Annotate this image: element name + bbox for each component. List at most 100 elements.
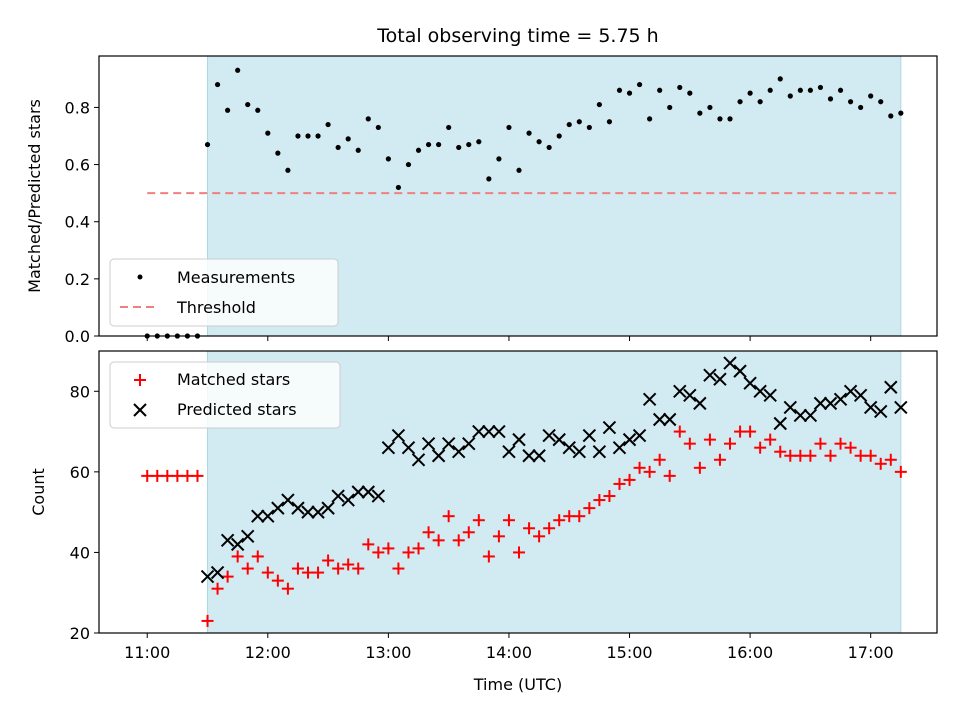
x-diag-b bbox=[210, 565, 225, 580]
x-diag-b bbox=[401, 440, 416, 455]
bottom-predicted-stars-point bbox=[522, 449, 536, 463]
bottom-matched-stars-point bbox=[724, 437, 737, 450]
bottom-matched-stars-point bbox=[513, 546, 526, 559]
top-measurements-point bbox=[375, 124, 381, 131]
x-diag-b bbox=[652, 412, 667, 427]
x-diag-b bbox=[813, 396, 828, 411]
top-measurements-point bbox=[586, 124, 592, 131]
bottom-predicted-stars-point bbox=[341, 493, 355, 507]
bottom-predicted-stars-point bbox=[823, 396, 838, 411]
bottom-matched-stars-point bbox=[543, 522, 556, 535]
bottom-y-axis-label: Count bbox=[29, 468, 48, 516]
bottom-x-tick-label: 13:00 bbox=[365, 643, 411, 662]
top-measurements-point bbox=[847, 99, 854, 105]
x-diag-b bbox=[311, 505, 325, 519]
bottom-matched-stars-point bbox=[462, 526, 475, 539]
bottom-matched-stars-point bbox=[352, 562, 365, 575]
legend-matched-label: Matched stars bbox=[177, 370, 290, 389]
bottom-predicted-stars-point bbox=[894, 400, 908, 415]
top-measurements-point bbox=[576, 119, 582, 125]
bottom-matched-stars-point bbox=[583, 502, 596, 515]
x-diag-b bbox=[743, 376, 757, 390]
x-diag-b bbox=[642, 392, 657, 407]
top-measurements-point bbox=[556, 133, 562, 139]
bottom-predicted-stars-point bbox=[612, 440, 627, 455]
bottom-predicted-stars-point bbox=[462, 436, 476, 451]
bottom-predicted-stars-point bbox=[452, 445, 466, 459]
bottom-predicted-stars-point bbox=[602, 420, 617, 435]
top-measurements-point bbox=[868, 93, 874, 99]
x-diag-b bbox=[341, 493, 355, 507]
top-legend: Measurements Threshold bbox=[109, 258, 339, 327]
bottom-predicted-stars-point bbox=[301, 505, 315, 519]
bottom-predicted-stars-point bbox=[783, 400, 798, 415]
top-measurements-point bbox=[365, 116, 371, 122]
bottom-matched-stars-point bbox=[523, 522, 536, 535]
bottom-matched-stars-point bbox=[884, 453, 897, 466]
bottom-predicted-stars-point bbox=[793, 408, 808, 423]
top-measurements-point bbox=[636, 81, 643, 88]
bottom-matched-stars-point bbox=[734, 425, 747, 438]
bottom-predicted-stars-point bbox=[733, 364, 747, 378]
bottom-predicted-stars-point bbox=[482, 424, 496, 439]
bottom-predicted-stars-point bbox=[411, 453, 426, 467]
x-diag-b bbox=[863, 400, 878, 415]
bottom-predicted-stars-point bbox=[693, 396, 707, 411]
x-diag-b bbox=[482, 424, 496, 439]
bottom-matched-stars-point bbox=[221, 570, 234, 583]
top-measurements-point bbox=[355, 147, 361, 153]
x-diag-b bbox=[240, 529, 255, 544]
top-measurements-point bbox=[436, 141, 442, 148]
x-diag-b bbox=[894, 400, 908, 415]
top-measurements-point bbox=[888, 113, 894, 119]
x-diag-b bbox=[391, 428, 406, 443]
bottom-matched-stars-point bbox=[663, 469, 676, 482]
top-measurements-point bbox=[325, 121, 331, 128]
bottom-y-ticks: 20 40 60 80 bbox=[70, 382, 99, 643]
bottom-matched-stars-point bbox=[613, 477, 626, 490]
x-diag-b bbox=[803, 408, 818, 423]
x-diag-b bbox=[763, 388, 777, 403]
bottom-matched-stars-point bbox=[372, 546, 385, 559]
bottom-predicted-stars-point bbox=[502, 445, 516, 459]
bottom-matched-stars-point bbox=[683, 437, 696, 450]
bottom-predicted-stars-point bbox=[622, 432, 637, 447]
x-diag-b bbox=[431, 449, 446, 463]
bottom-matched-stars-point bbox=[392, 562, 405, 575]
top-y-ticks: 0.0 0.2 0.4 0.6 0.8 bbox=[65, 98, 99, 346]
bottom-matched-stars-point bbox=[553, 514, 566, 527]
bottom-matched-stars-point bbox=[764, 433, 777, 446]
bottom-predicted-stars-point bbox=[803, 408, 818, 423]
bottom-matched-stars-point bbox=[472, 514, 485, 527]
bottom-y-tick-label: 60 bbox=[70, 463, 90, 482]
bottom-matched-stars-point bbox=[312, 566, 325, 579]
top-measurements-point bbox=[657, 87, 663, 93]
top-measurements-point bbox=[707, 104, 713, 111]
bottom-matched-stars-point bbox=[824, 449, 837, 462]
x-diag-b bbox=[542, 428, 556, 443]
legend-threshold-label: Threshold bbox=[176, 298, 256, 317]
bottom-predicted-stars-point bbox=[843, 384, 858, 398]
bottom-matched-stars-point bbox=[161, 469, 174, 482]
top-y-tick-label: 0.4 bbox=[65, 213, 90, 232]
bottom-predicted-stars-point bbox=[421, 436, 436, 451]
top-y-axis-label: Matched/Predicted stars bbox=[25, 99, 44, 293]
bottom-predicted-stars-point bbox=[381, 440, 396, 455]
bottom-matched-stars-point bbox=[271, 574, 284, 587]
legend-predicted-label: Predicted stars bbox=[177, 400, 297, 419]
top-measurements-point bbox=[245, 101, 251, 108]
top-measurements-point bbox=[225, 107, 231, 113]
top-measurements-point bbox=[787, 93, 793, 99]
bottom-x-tick-label: 15:00 bbox=[606, 643, 652, 662]
x-diag-b bbox=[200, 569, 215, 584]
top-measurements-point bbox=[486, 176, 492, 182]
top-measurements-point bbox=[506, 124, 512, 131]
bottom-matched-stars-point bbox=[342, 558, 355, 571]
bottom-x-tick-label: 11:00 bbox=[124, 643, 170, 662]
bottom-predicted-stars-point bbox=[200, 569, 215, 584]
top-measurements-point bbox=[827, 96, 834, 102]
top-measurements-point bbox=[305, 133, 311, 139]
top-measurements-point bbox=[446, 124, 452, 131]
x-diag-b bbox=[773, 416, 787, 431]
x-diag-b bbox=[783, 400, 798, 415]
